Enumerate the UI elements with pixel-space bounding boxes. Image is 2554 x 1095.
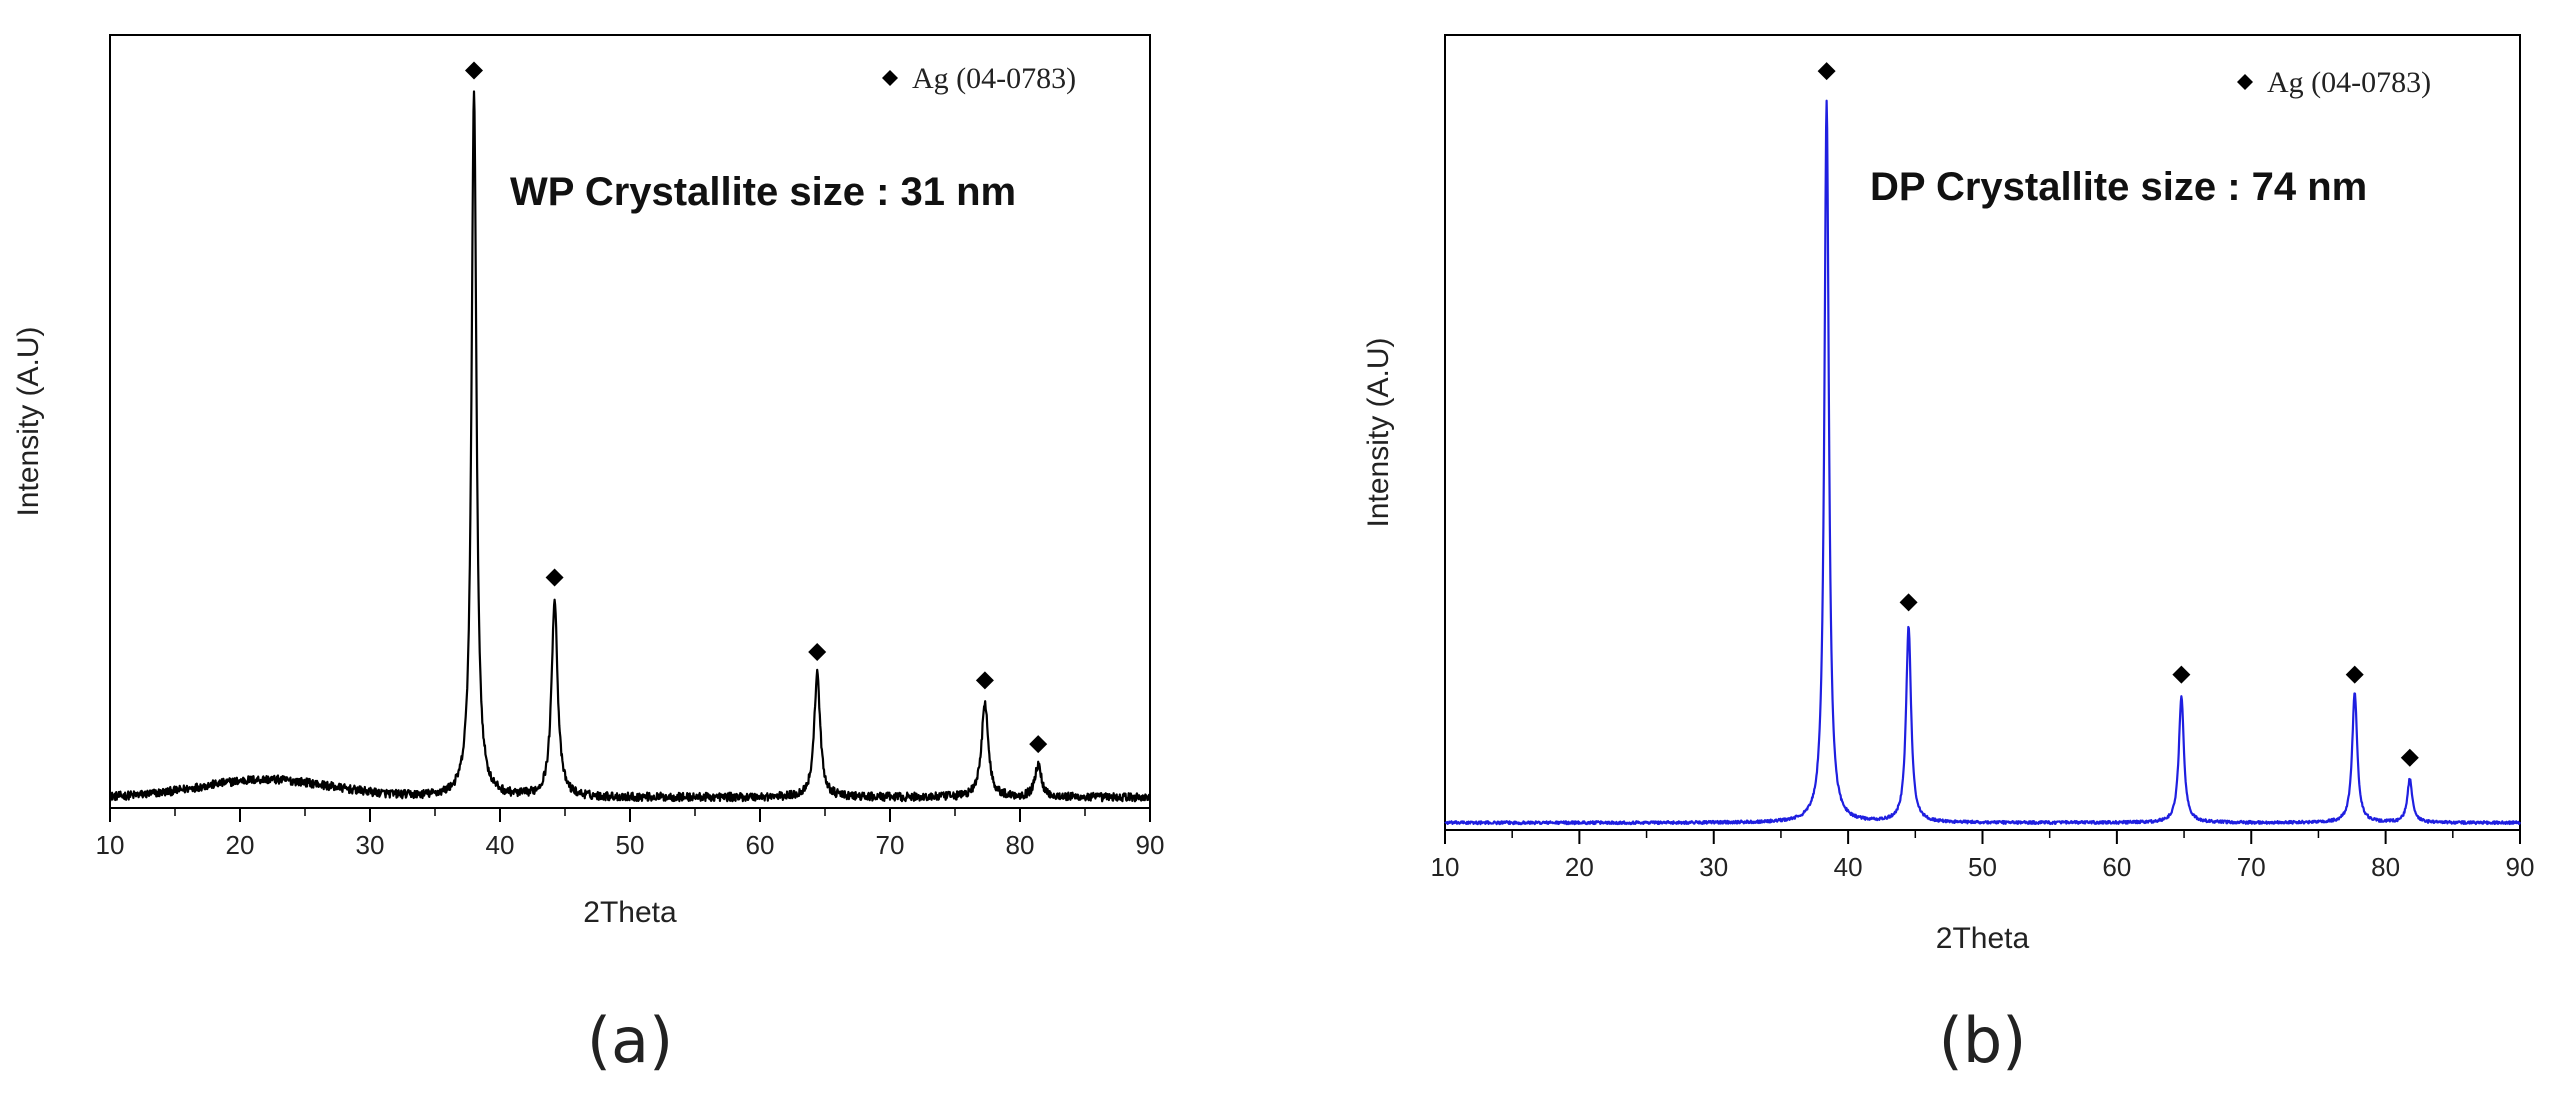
x-axis-ticks: 10 20 30 40 50 60 70 80 90	[96, 808, 1165, 860]
x-tick-label: 80	[2371, 852, 2400, 882]
x-axis-title: 2Theta	[583, 896, 677, 929]
plot-frame	[109, 34, 1151, 809]
peak-marker-diamond-icon	[1817, 62, 1836, 81]
x-tick-label: 10	[96, 830, 125, 860]
peak-marker-diamond-icon	[465, 61, 483, 80]
legend-diamond-icon	[882, 70, 898, 86]
plot-frame	[1444, 34, 2521, 831]
peak-marker-diamond-icon	[2400, 748, 2419, 767]
x-tick-label: 40	[1834, 852, 1863, 882]
peak-marker-diamond-icon	[1029, 735, 1048, 754]
crystallite-size-annotation: DP Crystallite size : 74 nm	[1870, 165, 2367, 209]
series-group	[109, 90, 1152, 803]
peak-markers	[465, 61, 1048, 754]
x-tick-label: 50	[1968, 852, 1997, 882]
x-tick-label: 90	[1136, 830, 1165, 860]
peak-marker-diamond-icon	[975, 671, 994, 690]
peak-marker-diamond-icon	[2172, 665, 2191, 684]
peak-markers	[1817, 62, 2419, 767]
series-group	[1444, 99, 2522, 826]
legend: Ag (04-0783)	[882, 62, 1076, 95]
crystallite-size-annotation: WP Crystallite size : 31 nm	[510, 170, 1016, 214]
x-tick-label: 30	[356, 830, 385, 860]
plot-area-border	[1444, 34, 2521, 831]
peak-marker-diamond-icon	[1899, 593, 1918, 612]
panel-label: (a)	[587, 1004, 673, 1077]
x-tick-label: 40	[486, 830, 515, 860]
x-tick-label: 60	[746, 830, 775, 860]
legend: Ag (04-0783)	[2237, 66, 2431, 99]
x-tick-label: 10	[1431, 852, 1460, 882]
x-axis-ticks: 10 20 30 40 50 60 70 80 90	[1431, 830, 2535, 882]
y-axis-title: Intensity (A.U)	[12, 326, 45, 516]
chart-panel-b: 10 20 30 40 50 60 70 80 90 Ag (04-0783) DP Cryst…	[1362, 34, 2535, 1077]
chart-panel-a: 10 20 30 40 50 60 70 80 90 Ag (04-0783) WP Cryst…	[12, 34, 1165, 1077]
x-tick-label: 70	[2237, 852, 2266, 882]
legend-label: Ag (04-0783)	[2267, 66, 2431, 99]
peak-marker-diamond-icon	[808, 642, 827, 661]
diffraction-series-line	[109, 90, 1152, 803]
x-tick-label: 30	[1699, 852, 1728, 882]
x-tick-label: 20	[226, 830, 255, 860]
x-tick-label: 90	[2506, 852, 2535, 882]
x-tick-label: 70	[876, 830, 905, 860]
x-tick-label: 60	[2102, 852, 2131, 882]
y-axis-title: Intensity (A.U)	[1362, 337, 1395, 527]
x-axis-title: 2Theta	[1936, 922, 2030, 955]
panel-label: (b)	[1939, 1004, 2027, 1077]
diffraction-series-line	[1444, 99, 2522, 826]
legend-label: Ag (04-0783)	[912, 62, 1076, 95]
x-tick-label: 20	[1565, 852, 1594, 882]
legend-diamond-icon	[2237, 74, 2253, 90]
x-tick-label: 80	[1006, 830, 1035, 860]
x-tick-label: 50	[616, 830, 645, 860]
peak-marker-diamond-icon	[2345, 665, 2364, 684]
plot-area-border	[109, 34, 1151, 809]
peak-marker-diamond-icon	[545, 568, 564, 587]
